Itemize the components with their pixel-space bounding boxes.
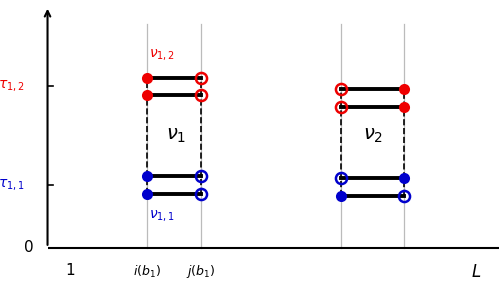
Text: $\nu_{1,2}$: $\nu_{1,2}$ xyxy=(149,48,175,63)
Text: $\tau_{1,1}$: $\tau_{1,1}$ xyxy=(0,178,25,193)
Text: $\nu_1$: $\nu_1$ xyxy=(166,126,186,145)
Text: $j(b_1)$: $j(b_1)$ xyxy=(186,263,216,280)
Text: 0: 0 xyxy=(24,240,34,255)
Text: $\nu_{1,1}$: $\nu_{1,1}$ xyxy=(149,209,175,224)
Text: $L$: $L$ xyxy=(471,263,481,281)
Text: 1: 1 xyxy=(66,263,75,278)
Text: $i(b_1)$: $i(b_1)$ xyxy=(133,263,161,280)
Text: $\tau_{1,2}$: $\tau_{1,2}$ xyxy=(0,79,25,94)
Text: $\nu_2$: $\nu_2$ xyxy=(363,126,384,145)
